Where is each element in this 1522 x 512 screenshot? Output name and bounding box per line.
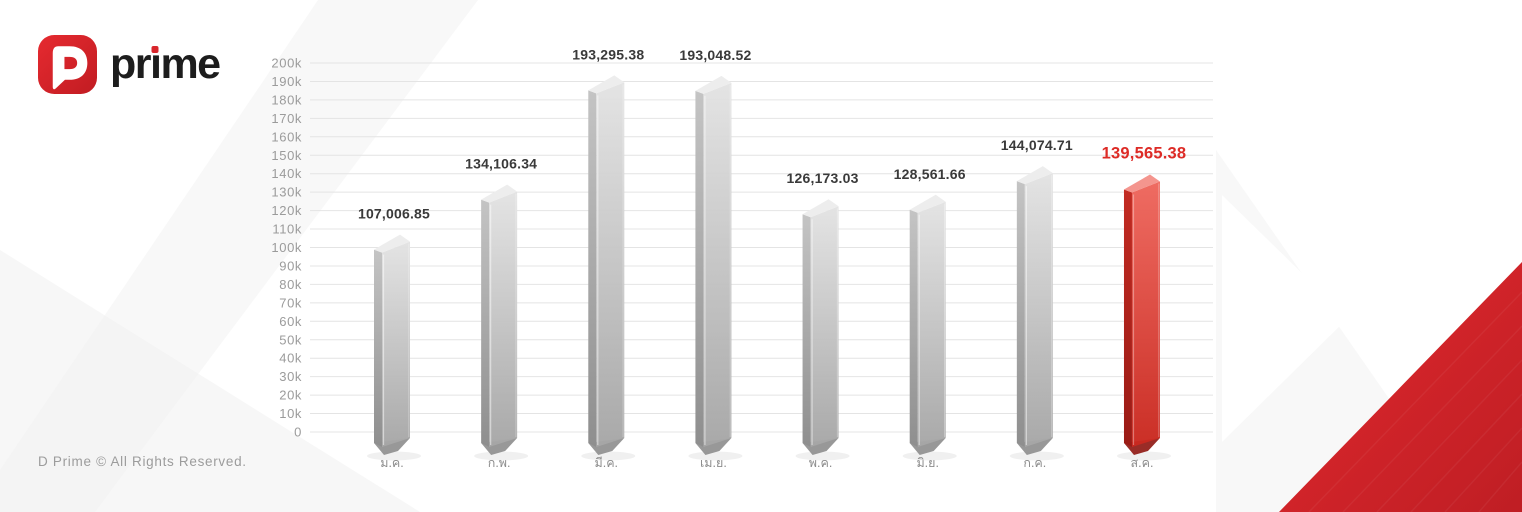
y-tick-label: 60k <box>279 314 302 329</box>
brand-i-dot <box>151 46 159 53</box>
bar-side-face <box>588 90 597 447</box>
x-tick-label: พ.ค. <box>809 456 833 470</box>
value-label: 107,006.85 <box>358 206 430 222</box>
y-axis-labels: 0 10k 20k 30k 40k 50k 60k 70k 80k 90k 100k 110k 120k… <box>271 56 302 440</box>
bar-front-face <box>596 82 625 447</box>
y-tick-label: 20k <box>279 388 302 403</box>
bar-top-face <box>1123 174 1160 193</box>
y-tick-label: 10k <box>279 406 302 421</box>
background-band <box>0 0 478 512</box>
wordmark-i-letter: ı <box>150 40 162 88</box>
wordmark-pre: pr <box>110 40 152 88</box>
y-tick-label: 30k <box>279 369 302 384</box>
y-tick-label: 100k <box>271 240 302 255</box>
y-tick-label: 180k <box>271 92 302 107</box>
bar-side-face <box>374 249 382 447</box>
bar-top-face <box>695 75 732 94</box>
value-label: 193,048.52 <box>679 47 751 63</box>
bar-side-face <box>909 209 918 447</box>
brand-wordmark: prı me <box>110 40 221 88</box>
bar-front-face <box>489 191 518 447</box>
x-tick-label: ส.ค. <box>1131 456 1154 470</box>
bar <box>795 199 850 461</box>
value-label: 126,173.03 <box>787 170 859 186</box>
copyright-text: D Prime © All Rights Reserved. <box>38 454 247 469</box>
bar-front-face <box>917 201 946 447</box>
y-tick-label: 200k <box>271 56 302 71</box>
bar-shadow <box>688 451 743 461</box>
value-label-highlight: 139,565.38 <box>1102 145 1187 163</box>
y-tick-label: 140k <box>271 166 302 181</box>
bar-side-face <box>695 90 704 448</box>
bar-top-face <box>588 75 625 94</box>
y-tick-label: 80k <box>279 277 302 292</box>
bar-top-face <box>802 199 839 218</box>
triangle-stripes <box>1308 291 1522 512</box>
bar-front-face <box>810 206 839 447</box>
bar-side-face <box>1123 189 1132 447</box>
x-tick-label: เม.ย. <box>700 456 727 470</box>
d-logo-icon <box>38 35 97 94</box>
background-chevron <box>1222 195 1348 442</box>
y-tick-label: 160k <box>271 129 302 144</box>
x-tick-label: ก.พ. <box>488 456 511 470</box>
bar <box>1009 166 1064 461</box>
y-tick-label: 130k <box>271 185 302 200</box>
bar-side-face <box>1016 181 1025 447</box>
bar-shadow <box>367 451 421 461</box>
bar-highlight <box>1116 174 1171 461</box>
x-tick-label: มิ.ย. <box>916 456 939 470</box>
bar-side-face <box>802 214 811 447</box>
bar-shadow <box>1116 451 1171 461</box>
bar-top-face <box>909 194 946 213</box>
bar-shadow <box>474 451 529 461</box>
value-label: 144,074.71 <box>1001 137 1073 153</box>
bar-top-face <box>481 184 518 203</box>
y-tick-label: 40k <box>279 351 302 366</box>
corner-triangle-decor <box>1279 262 1522 512</box>
y-tick-label: 170k <box>271 111 302 126</box>
bar-front-face <box>1131 181 1160 447</box>
bar-side-face <box>481 199 490 447</box>
bar-shadow <box>902 451 957 461</box>
value-label: 193,295.38 <box>572 46 644 62</box>
bar-shadow <box>581 451 636 461</box>
x-tick-label: ก.ค. <box>1023 456 1046 470</box>
y-tick-label: 0 <box>294 425 302 440</box>
value-label: 134,106.34 <box>465 156 537 172</box>
bar-shadow <box>1009 451 1064 461</box>
bar <box>474 184 529 461</box>
bars <box>367 75 1171 461</box>
y-tick-label: 120k <box>271 203 302 218</box>
x-tick-label: ม.ค. <box>380 456 404 470</box>
bar <box>581 75 636 461</box>
bar-shadow <box>795 451 850 461</box>
value-label: 128,561.66 <box>894 166 966 182</box>
wordmark-post: me <box>160 40 221 88</box>
y-tick-label: 70k <box>279 295 302 310</box>
bar-top-face <box>374 234 410 253</box>
x-tick-label: มี.ค. <box>594 456 618 470</box>
y-tick-label: 50k <box>279 332 302 347</box>
y-tick-label: 110k <box>272 222 302 237</box>
y-tick-label: 90k <box>279 258 302 273</box>
bar <box>902 194 957 461</box>
bar <box>367 234 421 461</box>
bar <box>688 75 743 461</box>
bar-top-face <box>1016 166 1053 185</box>
gridlines <box>310 62 1213 433</box>
y-tick-label: 190k <box>271 74 302 89</box>
bar-front-face <box>382 241 410 447</box>
bar-front-face <box>703 82 732 448</box>
x-axis-labels: ม.ค. ก.พ. มี.ค. เม.ย. พ.ค. มิ.ย. ก.ค. ส.ค. <box>380 456 1153 470</box>
brand-logo: prı me <box>38 35 221 94</box>
bar-front-face <box>1024 173 1053 447</box>
y-tick-label: 150k <box>271 148 302 163</box>
value-labels: 107,006.85 134,106.34 193,295.38 193,048.52… <box>358 46 1186 221</box>
